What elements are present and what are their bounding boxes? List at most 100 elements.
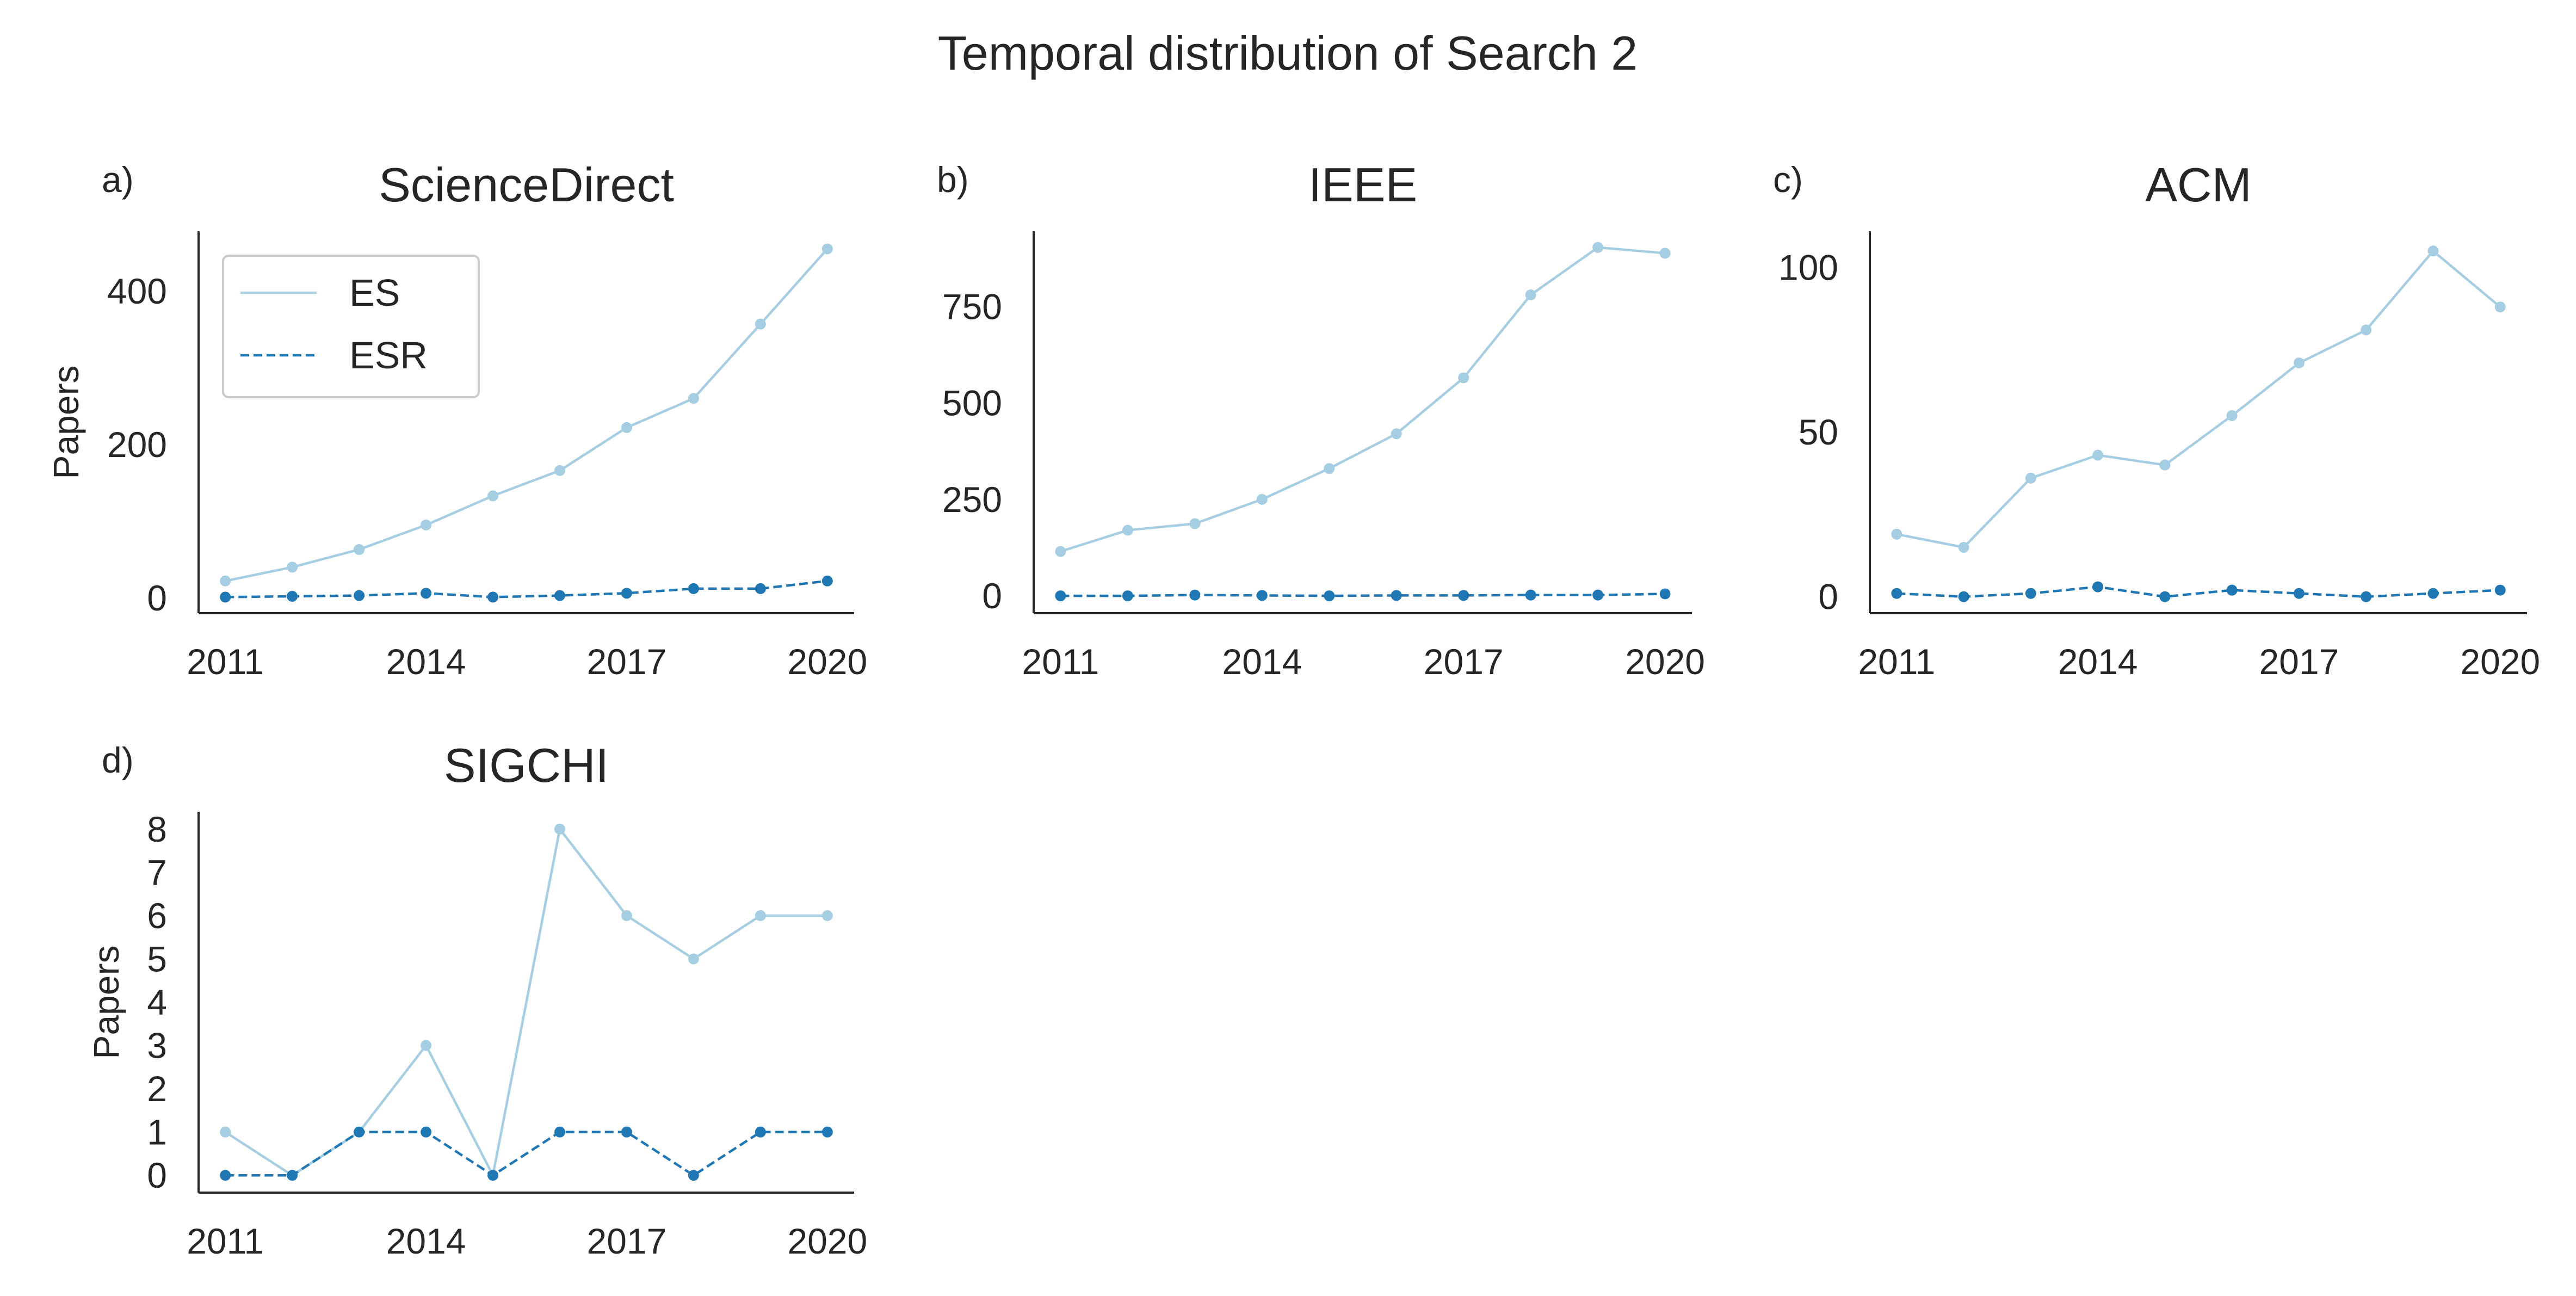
data-point-esr bbox=[755, 1126, 766, 1138]
data-point-es bbox=[621, 422, 632, 433]
x-tick-label: 2017 bbox=[2259, 641, 2339, 682]
data-point-es bbox=[621, 910, 632, 921]
data-point-es bbox=[755, 318, 766, 330]
data-point-esr bbox=[2159, 591, 2171, 602]
data-point-esr bbox=[487, 591, 499, 603]
y-tick-label: 4 bbox=[147, 982, 167, 1022]
series-line-esr bbox=[225, 579, 828, 598]
series-line-es bbox=[224, 828, 827, 1177]
x-tick-label: 2014 bbox=[1222, 641, 1302, 682]
data-point-esr bbox=[1659, 588, 1671, 600]
data-point-esr bbox=[2293, 588, 2305, 599]
x-tick-label: 2011 bbox=[187, 1221, 264, 1261]
data-point-es bbox=[421, 519, 432, 530]
data-point-es bbox=[2025, 472, 2036, 484]
data-point-esr bbox=[821, 1126, 833, 1138]
data-point-es bbox=[1391, 428, 1402, 440]
data-point-esr bbox=[1189, 589, 1201, 601]
legend-frame bbox=[222, 255, 480, 398]
x-tick-label: 2011 bbox=[1858, 641, 1935, 682]
series-line-es bbox=[225, 248, 829, 583]
y-axis-label: Papers bbox=[46, 365, 86, 479]
data-point-es bbox=[554, 465, 565, 476]
data-point-es bbox=[1592, 242, 1604, 253]
data-point-es bbox=[354, 544, 365, 555]
panel-3: c) ACM 2011 2014 2017 2020 0 50 100 bbox=[1773, 158, 2540, 682]
data-point-es bbox=[821, 910, 833, 921]
panel-label: d) bbox=[102, 740, 134, 780]
data-point-es bbox=[220, 575, 231, 587]
y-axis-label: Papers bbox=[86, 945, 126, 1059]
legend-label: ES bbox=[349, 271, 400, 314]
x-tick-label: 2017 bbox=[1424, 641, 1504, 682]
legend: ES ESR bbox=[222, 255, 480, 398]
data-point-es bbox=[1958, 541, 1969, 553]
data-point-es bbox=[688, 393, 699, 404]
y-tick-label: 0 bbox=[982, 576, 1002, 616]
y-tick-label: 5 bbox=[147, 939, 167, 979]
data-point-esr bbox=[2494, 584, 2506, 596]
y-tick-label: 7 bbox=[147, 852, 167, 892]
data-point-es bbox=[2494, 301, 2506, 313]
data-point-esr bbox=[2427, 588, 2439, 599]
data-point-es bbox=[755, 910, 766, 921]
data-point-es bbox=[1458, 372, 1469, 384]
data-point-esr bbox=[554, 1126, 565, 1138]
figure-title: Temporal distribution of Search 2 bbox=[938, 26, 1638, 80]
y-tick-label: 2 bbox=[147, 1069, 167, 1109]
panel-title: ScienceDirect bbox=[379, 158, 674, 212]
x-tick-label: 2014 bbox=[386, 641, 466, 682]
data-point-es bbox=[2361, 324, 2372, 336]
data-point-esr bbox=[1592, 589, 1604, 601]
x-tick-label: 2020 bbox=[787, 641, 867, 682]
data-point-es bbox=[688, 953, 699, 965]
data-point-es bbox=[2159, 459, 2171, 471]
data-point-esr bbox=[2361, 591, 2372, 602]
data-point-esr bbox=[1055, 590, 1066, 602]
data-point-esr bbox=[1958, 591, 1969, 602]
y-tick-label: 400 bbox=[107, 271, 167, 311]
y-tick-label: 50 bbox=[1799, 412, 1838, 452]
y-tick-label: 250 bbox=[942, 479, 1002, 520]
x-tick-label: 2014 bbox=[2058, 641, 2138, 682]
data-point-es bbox=[1659, 248, 1671, 259]
y-tick-label: 200 bbox=[107, 424, 167, 465]
data-point-esr bbox=[421, 1126, 432, 1138]
data-point-esr bbox=[1525, 589, 1536, 601]
data-point-esr bbox=[487, 1170, 499, 1181]
data-point-esr bbox=[1458, 590, 1469, 601]
y-tick-label: 8 bbox=[147, 809, 167, 849]
panel-1: a) ScienceDirect 2011 2014 2017 2020 0 200 400 Pa… bbox=[46, 158, 867, 682]
series-line-es bbox=[1896, 250, 2501, 549]
data-point-es bbox=[287, 561, 298, 573]
series-line-esr bbox=[225, 1131, 827, 1177]
data-point-es bbox=[2226, 410, 2238, 421]
y-tick-label: 100 bbox=[1778, 248, 1838, 288]
panel-label: a) bbox=[102, 159, 134, 200]
x-tick-label: 2014 bbox=[386, 1221, 466, 1261]
data-point-esr bbox=[421, 588, 432, 599]
x-tick-label: 2011 bbox=[187, 641, 264, 682]
data-point-esr bbox=[220, 591, 231, 603]
data-point-es bbox=[1189, 518, 1201, 529]
data-point-esr bbox=[287, 1170, 298, 1181]
x-tick-label: 2020 bbox=[2460, 641, 2540, 682]
data-point-esr bbox=[2025, 588, 2036, 599]
series-line-esr bbox=[1060, 593, 1665, 597]
series-line-esr bbox=[1897, 585, 2500, 598]
data-point-es bbox=[1122, 524, 1133, 536]
data-point-esr bbox=[755, 583, 766, 594]
x-tick-label: 2011 bbox=[1022, 641, 1099, 682]
series-line-es bbox=[1060, 246, 1665, 553]
data-point-esr bbox=[2226, 584, 2238, 596]
x-tick-label: 2020 bbox=[787, 1221, 867, 1261]
data-point-esr bbox=[220, 1170, 231, 1181]
data-point-esr bbox=[287, 590, 298, 602]
panel-title: SIGCHI bbox=[444, 738, 609, 792]
panel-2: b) IEEE 2011 2014 2017 2020 0 250 500 750 bbox=[937, 158, 1705, 682]
panel-title: IEEE bbox=[1308, 158, 1418, 212]
data-point-es bbox=[554, 823, 565, 835]
data-point-esr bbox=[354, 1126, 365, 1138]
